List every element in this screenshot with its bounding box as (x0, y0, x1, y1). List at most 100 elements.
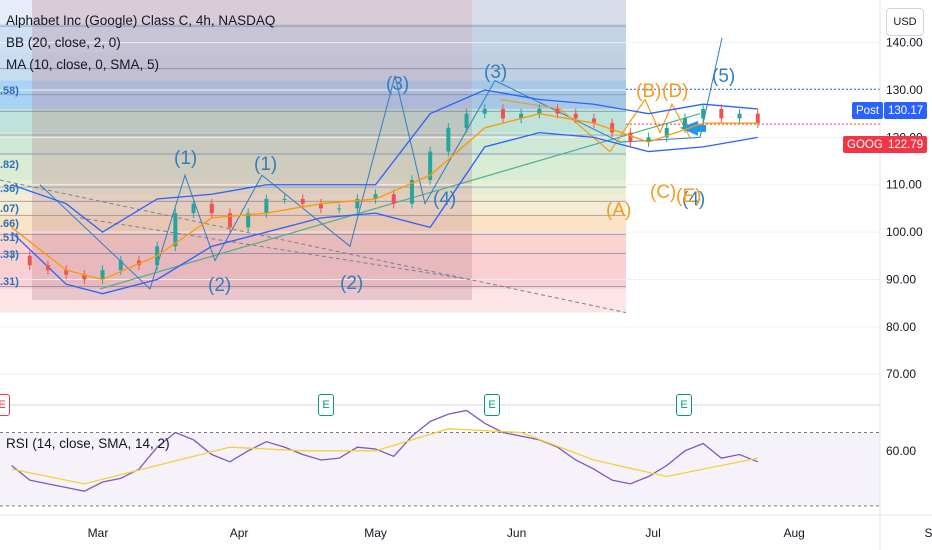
earnings-event-badge[interactable]: E (0, 394, 10, 416)
post-price-tag: 130.17 (884, 102, 928, 119)
price-tick-label: 90.00 (886, 272, 916, 286)
fib-level-label: .82) (0, 159, 19, 171)
rsi-ma-line (11, 428, 758, 485)
candle-body (227, 213, 232, 228)
time-axis: Mar Apr May Jun Jul Aug Sep (0, 514, 932, 540)
candle-body (209, 203, 214, 214)
candle-body (246, 213, 251, 228)
price-axis: 140.00130.00120.00110.00100.0090.0080.00… (879, 0, 923, 550)
candle-body (82, 274, 87, 280)
time-tick-label: Aug (783, 526, 804, 540)
candle-body (64, 270, 69, 275)
candle-body (555, 108, 560, 114)
rsi-tick-label: 60.00 (886, 444, 916, 458)
time-tick-label: Jun (507, 526, 526, 540)
time-tick-label: Sep (925, 526, 932, 540)
price-tick-label: 140.00 (886, 36, 923, 50)
candle-body (610, 123, 615, 133)
earnings-event-badge[interactable]: E (484, 394, 500, 416)
elliott-wave-blue (39, 37, 723, 290)
candle-body (446, 127, 451, 152)
candle-body (264, 198, 269, 214)
fib-level-label: .07) (0, 203, 19, 215)
wave-label[interactable]: (4) (433, 189, 457, 210)
highlight-box (32, 0, 472, 300)
fib-zone (0, 23, 626, 53)
bb-indicator-label[interactable]: BB (20, close, 2, 0) (6, 35, 121, 50)
candle-body (573, 113, 578, 119)
fib-level-label: .51) (0, 232, 19, 244)
fib-zone (0, 52, 626, 81)
candle-body (628, 132, 633, 143)
trend-line (0, 179, 627, 314)
candle-body (737, 113, 742, 119)
wave-label[interactable]: (1) (254, 154, 278, 175)
wave-label[interactable]: (B) (636, 81, 662, 102)
wave-label[interactable]: (5) (712, 66, 736, 87)
wave-label[interactable]: (2) (208, 275, 232, 296)
candle-body (537, 108, 542, 114)
wave-label[interactable]: (E) (676, 186, 702, 207)
candle-body (755, 113, 760, 124)
candle-body (428, 151, 433, 180)
currency-button[interactable]: USD (886, 8, 924, 36)
candle-body (500, 108, 505, 119)
rsi-indicator-label[interactable]: RSI (14, close, SMA, 14, 2) (6, 436, 170, 451)
chart-legend: Alphabet Inc (Google) Class C, 4h, NASDA… (6, 10, 275, 76)
price-tick-label: 70.00 (886, 367, 916, 381)
wave-label[interactable]: (4) (682, 189, 706, 210)
rsi-pane (0, 404, 880, 507)
price-tick-label: 110.00 (886, 178, 922, 192)
ma-series-line (11, 113, 758, 281)
wave-label[interactable]: (D) (662, 81, 689, 102)
candle-body (337, 208, 342, 210)
candle-body (191, 203, 196, 214)
fib-zone (0, 0, 626, 24)
fib-zone (0, 288, 626, 313)
candle-body (45, 265, 50, 270)
candle-body (9, 255, 14, 257)
fib-level-label: .36) (0, 183, 19, 195)
candle-body (409, 180, 414, 204)
gray-box (472, 0, 626, 109)
goog-price-tag: 122.79 (884, 136, 928, 153)
candle-body (282, 198, 287, 200)
earnings-event-badge[interactable]: E (318, 394, 334, 416)
candle-body (355, 198, 360, 209)
fib-zone (0, 132, 626, 157)
wave-label[interactable]: (3) (484, 62, 508, 83)
gridlines (0, 42, 880, 375)
price-tick-label: 130.00 (886, 83, 923, 97)
candle-body (373, 194, 378, 199)
fib-level-label: .33) (0, 249, 19, 261)
candle-body (300, 198, 305, 204)
chart-title[interactable]: Alphabet Inc (Google) Class C, 4h, NASDA… (6, 13, 276, 28)
time-tick-label: Mar (88, 526, 109, 540)
candle-body (719, 108, 724, 119)
post-label-tag: Post (852, 102, 884, 119)
goog-label-tag: GOOG (843, 136, 887, 153)
fib-level-label: .58) (0, 85, 19, 97)
wave-label[interactable]: (C) (650, 182, 677, 203)
rsi-band (0, 432, 880, 506)
candle-body (391, 194, 396, 204)
bb-upper-line (11, 89, 758, 233)
wave-label[interactable]: (2) (340, 273, 364, 294)
wave-label[interactable]: (3) (386, 74, 410, 95)
candle-body (464, 113, 469, 128)
candle-body (118, 260, 123, 270)
candle-body (27, 255, 32, 266)
wave-label[interactable]: (A) (606, 200, 632, 221)
candle-body (136, 260, 141, 266)
ma-indicator-label[interactable]: MA (10, close, 0, SMA, 5) (6, 57, 160, 72)
candle-body (646, 137, 651, 143)
drawing-tools (0, 37, 880, 314)
wave-label[interactable]: (1) (174, 148, 198, 169)
earnings-event-badge[interactable]: E (676, 394, 692, 416)
time-tick-label: Jul (645, 526, 660, 540)
fib-zone (0, 108, 626, 133)
candle-body (682, 118, 687, 128)
candle-body (173, 213, 178, 247)
candle-body (591, 118, 596, 124)
